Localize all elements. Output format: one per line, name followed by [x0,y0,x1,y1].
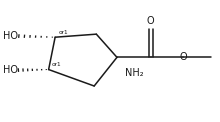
Text: or1: or1 [59,30,68,35]
Text: O: O [147,16,154,26]
Text: O: O [179,52,187,62]
Text: HO: HO [3,31,18,41]
Text: NH₂: NH₂ [125,68,143,78]
Text: HO: HO [3,65,18,75]
Text: or1: or1 [52,62,62,67]
